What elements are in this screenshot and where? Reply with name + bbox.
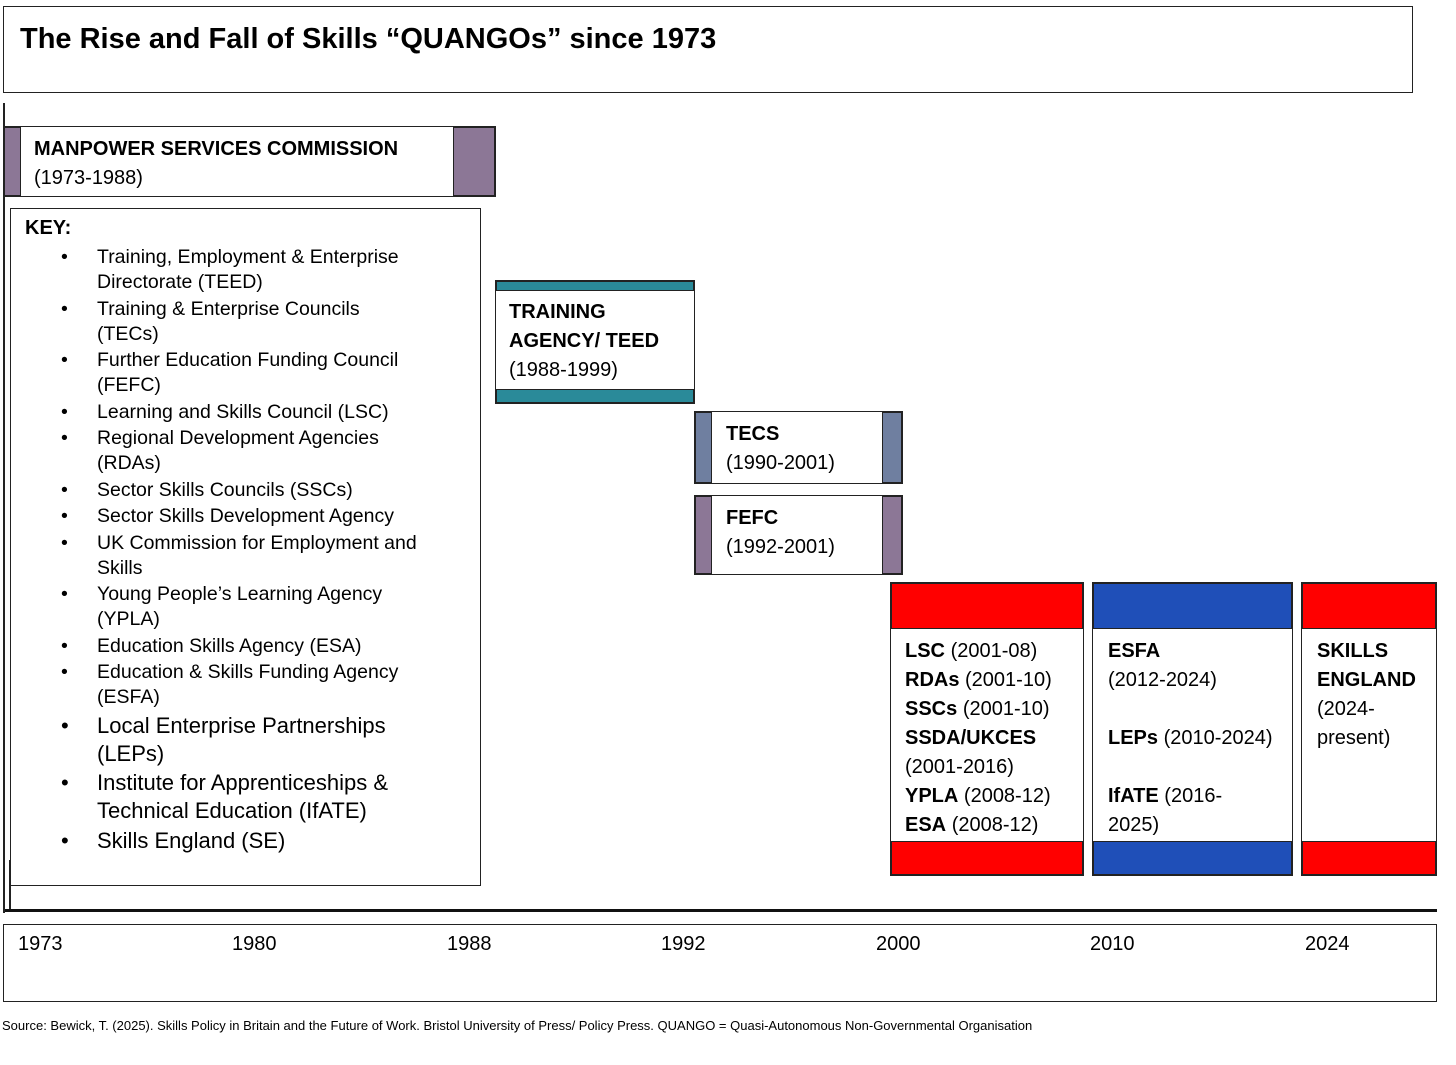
fefc-years: (1992-2001) bbox=[726, 536, 835, 558]
tecs-left-accent bbox=[695, 412, 712, 483]
key-item: Sector Skills Councils (SSCs) bbox=[11, 478, 417, 503]
year-label: 1988 bbox=[447, 933, 492, 955]
key-item: Regional Development Agencies(RDAs) bbox=[11, 426, 417, 476]
lsc-group-bottom-accent bbox=[891, 841, 1083, 875]
key-list: Training, Employment & EnterpriseDirecto… bbox=[11, 245, 417, 856]
training-agency-years: (1988-1999) bbox=[509, 359, 618, 381]
title-box: The Rise and Fall of Skills “QUANGOs” si… bbox=[3, 6, 1413, 93]
fefc-name: FEFC bbox=[726, 507, 779, 529]
esa-entry: ESA (2008-12) bbox=[905, 814, 1039, 836]
key-title: KEY: bbox=[25, 217, 72, 239]
tecs-box: TECS (1990-2001) bbox=[694, 411, 903, 484]
page-title: The Rise and Fall of Skills “QUANGOs” si… bbox=[20, 23, 717, 55]
year-label: 1980 bbox=[232, 933, 277, 955]
key-item: Sector Skills Development Agency bbox=[11, 504, 417, 529]
year-label: 1973 bbox=[18, 933, 63, 955]
year-label: 2000 bbox=[876, 933, 921, 955]
skills-england-bottom-accent bbox=[1302, 841, 1436, 875]
lsc-group-box: LSC (2001-08) RDAs (2001-10) SSCs (2001-… bbox=[890, 582, 1084, 876]
lsc-group-top-accent bbox=[891, 583, 1083, 629]
key-item: Local Enterprise Partnerships(LEPs) bbox=[11, 712, 417, 768]
esfa-group-bottom-accent bbox=[1093, 841, 1292, 875]
msc-box: MANPOWER SERVICES COMMISSION (1973-1988) bbox=[3, 126, 496, 197]
ypla-entry: YPLA (2008-12) bbox=[905, 785, 1051, 807]
key-item: Further Education Funding Council(FEFC) bbox=[11, 348, 417, 398]
fefc-box: FEFC (1992-2001) bbox=[694, 495, 903, 575]
skills-england-top-accent bbox=[1302, 583, 1436, 629]
source-note: Source: Bewick, T. (2025). Skills Policy… bbox=[2, 1018, 1033, 1033]
key-item: Training, Employment & EnterpriseDirecto… bbox=[11, 245, 417, 295]
esfa-group-box: ESFA (2012-2024) LEPs (2010-2024) IfATE (… bbox=[1092, 582, 1293, 876]
year-axis-box bbox=[3, 924, 1437, 1002]
skills-england-box: SKILLS ENGLAND (2024- present) bbox=[1301, 582, 1437, 876]
year-label: 1992 bbox=[661, 933, 706, 955]
leps-entry: LEPs (2010-2024) bbox=[1108, 727, 1273, 749]
timeline-vertical-tick bbox=[9, 860, 11, 912]
skills-england-years: (2024- bbox=[1317, 698, 1375, 720]
msc-name: MANPOWER SERVICES COMMISSION bbox=[34, 138, 399, 160]
sscs-entry: SSCs (2001-10) bbox=[905, 698, 1050, 720]
key-item: Education & Skills Funding Agency(ESFA) bbox=[11, 660, 417, 710]
key-item: Skills England (SE) bbox=[11, 827, 417, 855]
ssda-entry: SSDA/UKCES (2001-2016) bbox=[905, 727, 1037, 778]
year-label: 2024 bbox=[1305, 933, 1350, 955]
key-item: Learning and Skills Council (LSC) bbox=[11, 400, 417, 425]
training-agency-top-accent bbox=[496, 281, 694, 291]
key-box: KEY: Training, Employment & EnterpriseDi… bbox=[10, 208, 481, 886]
lsc-entry: LSC (2001-08) bbox=[905, 640, 1038, 662]
key-item: Institute for Apprenticeships &Technical… bbox=[11, 769, 417, 825]
key-item: Education Skills Agency (ESA) bbox=[11, 634, 417, 659]
tecs-name: TECS bbox=[726, 423, 780, 445]
timeline-vertical-axis bbox=[3, 103, 5, 913]
msc-years: (1973-1988) bbox=[34, 167, 143, 189]
fefc-right-accent bbox=[882, 496, 902, 574]
key-item: Young People’s Learning Agency(YPLA) bbox=[11, 582, 417, 632]
skills-england-name: SKILLS bbox=[1317, 640, 1389, 662]
training-agency-bottom-accent bbox=[496, 389, 694, 403]
rdas-entry: RDAs (2001-10) bbox=[905, 669, 1052, 691]
training-agency-box: TRAINING AGENCY/ TEED (1988-1999) bbox=[495, 280, 695, 404]
esfa-entry: ESFA (2012-2024) bbox=[1108, 640, 1217, 691]
esfa-group-top-accent bbox=[1093, 583, 1292, 629]
ifate-entry: IfATE (2016- 2025) bbox=[1108, 785, 1223, 836]
fefc-left-accent bbox=[695, 496, 712, 574]
year-label: 2010 bbox=[1090, 933, 1135, 955]
tecs-right-accent bbox=[882, 412, 902, 483]
timeline-horizontal-axis bbox=[5, 909, 1437, 912]
msc-left-accent bbox=[4, 127, 21, 196]
key-item: Training & Enterprise Councils(TECs) bbox=[11, 297, 417, 347]
tecs-years: (1990-2001) bbox=[726, 452, 835, 474]
msc-right-accent bbox=[453, 127, 495, 196]
training-agency-name: TRAINING bbox=[509, 301, 606, 323]
